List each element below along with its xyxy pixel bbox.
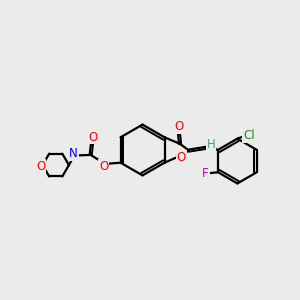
Text: O: O	[177, 152, 186, 164]
Text: F: F	[202, 167, 209, 180]
Text: H: H	[207, 137, 215, 151]
Text: O: O	[36, 160, 45, 173]
Text: N: N	[69, 147, 78, 160]
Text: O: O	[99, 160, 109, 173]
Text: O: O	[89, 130, 98, 143]
Text: O: O	[174, 120, 183, 133]
Text: Cl: Cl	[243, 129, 254, 142]
